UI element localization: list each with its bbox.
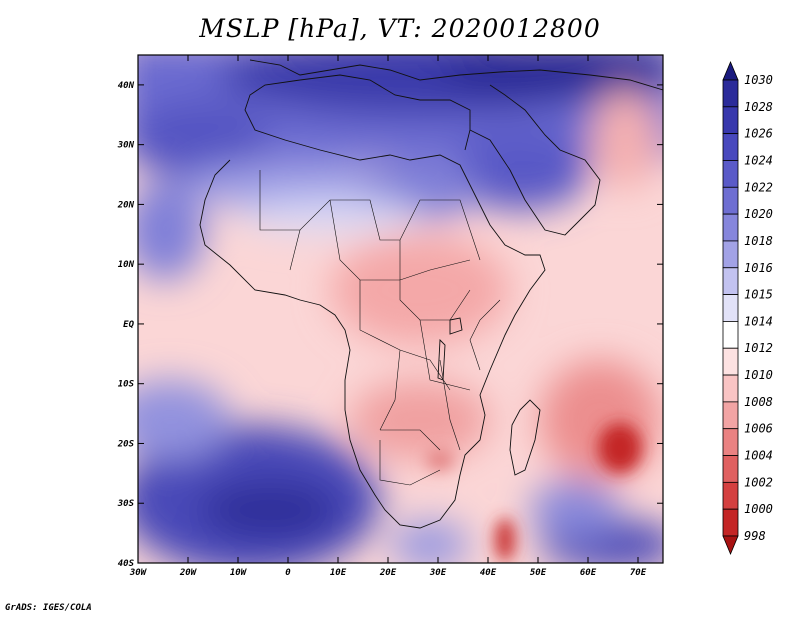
colorbar-label: 1012 [744,341,773,355]
lon-tick-label: 50E [530,568,547,578]
lon-tick-label: 20E [379,568,397,578]
lat-tick-label: EQ [123,320,134,330]
colorbar-label: 1020 [744,207,773,221]
colorbar-label: 1016 [744,261,773,275]
europe-coastline [249,59,663,91]
colorbar-swatch [722,133,739,161]
lat-tick-label: 10N [118,260,135,270]
colorbar-label: 1015 [744,288,773,302]
colorbar-arrow-bottom [722,535,739,556]
lon-tick-label: 20W [179,568,198,578]
lat-tick-label: 10S [118,380,135,390]
lake-victoria [449,317,463,335]
colorbar-label: 1018 [744,234,773,248]
colorbar-label: 1022 [744,180,773,194]
map-axes: 30W 20W 10W 0 10E 20E 30E 40E 50E 60E 70E 40N 30N 20N… [117,55,663,578]
colorbar-swatch [722,321,739,349]
colorbar-swatch [722,401,739,430]
colorbar-swatch [722,347,739,376]
colorbar-swatch [722,160,739,188]
colorbar-swatch [722,213,739,242]
colorbar-label: 1028 [744,100,773,114]
lat-tick-label: 20N [117,200,135,210]
colorbar-arrow-top [722,60,739,81]
lon-tick-label: 70E [630,568,647,578]
lat-tick-label: 30S [117,499,135,509]
lat-tick-label: 20S [117,439,135,449]
colorbar-label: 1004 [744,449,773,463]
lon-tick-label: 30E [429,568,447,578]
colorbar-swatch [722,508,739,537]
lon-tick-label: 10W [230,568,248,578]
colorbar-label: 998 [744,529,766,543]
lon-tick-label: 30W [129,568,148,578]
colorbar-label: 1026 [744,127,773,141]
lon-tick-label: 40E [480,568,497,578]
colorbar-label: 1030 [744,73,773,87]
lon-tick-label: 0 [285,568,291,578]
colorbar-label: 1024 [744,153,773,167]
colorbar-swatch [722,481,739,510]
colorbar-swatch [722,428,739,456]
lat-tick-label: 40N [118,81,135,91]
colorbar-swatch [722,294,739,322]
pressure-field [138,55,663,563]
colorbar-swatch [722,106,739,135]
colorbar-label: 1014 [744,314,773,328]
colorbar-swatch [722,455,739,483]
madagascar-coastline [509,399,541,476]
colorbar-label: 1000 [744,502,773,516]
plot-frame [137,54,664,564]
map-title: MSLP [hPa], VT: 2020012800 [199,14,601,43]
lon-tick-label: 10E [330,568,347,578]
colorbar-label: 1006 [744,422,773,436]
grads-credit: GrADS: IGES/COLA [5,603,92,613]
lake-tanganyika [437,338,446,381]
colorbar-swatch [722,374,739,403]
country-borders [259,170,501,486]
colorbar-swatch [722,267,739,295]
lat-tick-label: 30N [117,141,135,151]
lon-tick-label: 60E [580,568,597,578]
lat-tick-label: 40S [118,559,135,569]
colorbar-label: 1002 [744,475,773,489]
colorbar-swatch [722,79,739,108]
colorbar: 1030 1028 1026 1024 1022 1020 1018 1016 1015 1014… [722,60,773,556]
colorbar-label: 1008 [744,395,773,409]
africa-coastline [199,74,546,529]
coastlines [199,59,663,529]
arabia-coastline [469,84,601,236]
colorbar-swatch [722,186,739,215]
colorbar-swatch [722,240,739,269]
colorbar-label: 1010 [744,368,773,382]
